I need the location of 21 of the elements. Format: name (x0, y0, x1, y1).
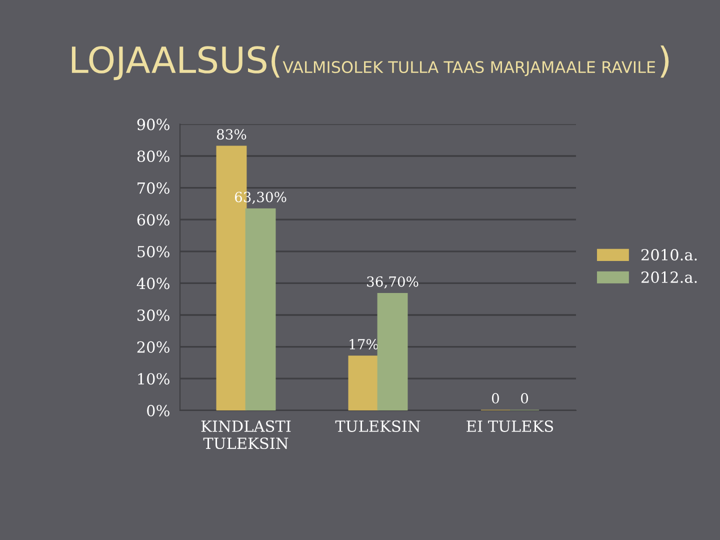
y-tick-label: 30% (137, 309, 170, 322)
y-tick-label: 70% (138, 182, 170, 194)
data-label: 17% (350, 338, 378, 350)
y-tick-label: 50% (138, 246, 170, 258)
legend-label: 2012.a. (641, 271, 697, 283)
data-label: 36,70% (367, 276, 418, 289)
y-tick-label: 40% (136, 278, 170, 290)
y-tick-label: 90% (137, 118, 170, 130)
chart-title: LOJAALSUS(VALMISOLEK TULLA TAAS MARJAMAALE RAVILE) (72, 46, 669, 80)
legend-label: 2010.a. (641, 248, 697, 261)
x-tick-label: TULEKSIN (335, 420, 420, 432)
data-label: 83% (216, 129, 246, 140)
data-label: 0 (492, 393, 499, 404)
y-tick-label: 80% (137, 150, 170, 162)
x-tick-label: EI TULEKS (466, 420, 554, 432)
x-tick-label: KINDLASTI TULEKSIN (201, 420, 291, 450)
data-label: 0 (521, 393, 528, 404)
y-tick-label: 10% (138, 373, 170, 385)
y-tick-label: 0% (147, 404, 170, 416)
y-tick-label: 20% (137, 341, 170, 353)
y-tick-label: 60% (137, 214, 170, 226)
